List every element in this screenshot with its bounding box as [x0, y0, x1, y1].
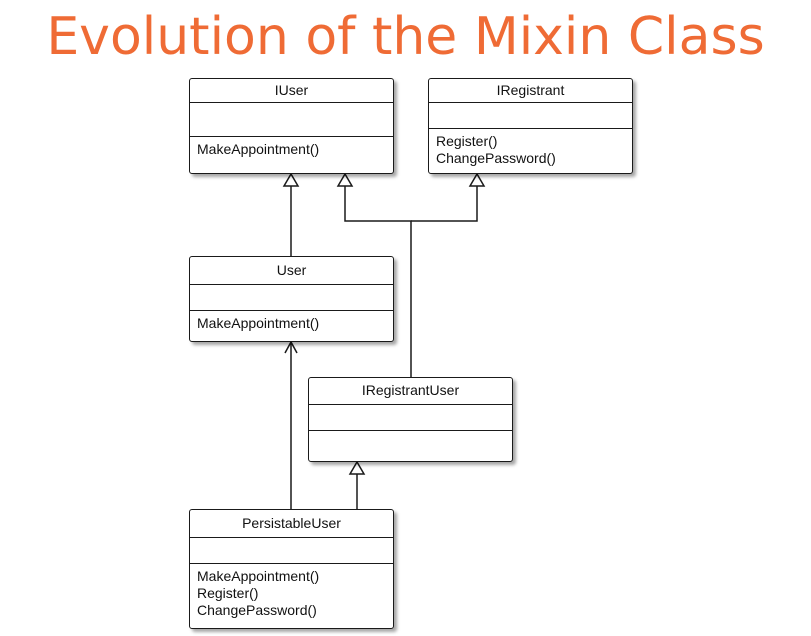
class-operations: MakeAppointment() — [190, 137, 393, 158]
iregistrantuser-generalization-iuser — [344, 186, 412, 377]
diagram-title: Evolution of the Mixin Class — [46, 7, 765, 67]
class-attributes — [190, 103, 393, 137]
class-attributes — [429, 103, 632, 129]
operation-item: MakeAppointment() — [197, 568, 320, 584]
class-name: PersistableUser — [190, 510, 393, 538]
class-attributes — [190, 538, 393, 564]
class-operations: MakeAppointment() — [190, 311, 393, 332]
iregistrant-inheritance-arrowhead — [468, 172, 486, 187]
class-iuser[interactable]: IUser MakeAppointment() — [189, 78, 394, 174]
class-operations — [309, 431, 512, 435]
iuser-inheritance-arrowhead-right — [336, 172, 354, 187]
class-attributes — [190, 285, 393, 311]
class-operations: Register() ChangePassword() — [429, 129, 632, 167]
class-name: IRegistrant — [429, 79, 632, 103]
operation-item: MakeAppointment() — [197, 315, 320, 331]
class-operations: MakeAppointment() Register() ChangePassw… — [190, 564, 393, 619]
operation-item: ChangePassword() — [436, 150, 556, 166]
iregistrantuser-generalization-iregistrant — [411, 186, 478, 222]
class-name: IUser — [190, 79, 393, 103]
class-iregistrantuser[interactable]: IRegistrantUser — [308, 377, 513, 462]
iuser-inheritance-arrowhead-left — [282, 172, 300, 187]
class-iregistrant[interactable]: IRegistrant Register() ChangePassword() — [428, 78, 633, 174]
user-open-arrowhead — [284, 340, 298, 354]
class-attributes — [309, 405, 512, 431]
operation-item: Register() — [436, 133, 498, 149]
operation-item: Register() — [197, 585, 259, 601]
class-name: IRegistrantUser — [309, 378, 512, 405]
iregistrantuser-inheritance-arrowhead — [348, 460, 366, 475]
class-persistableuser[interactable]: PersistableUser MakeAppointment() Regist… — [189, 509, 394, 629]
class-name: User — [190, 257, 393, 285]
class-user[interactable]: User MakeAppointment() — [189, 256, 394, 342]
operation-item: ChangePassword() — [197, 602, 317, 618]
operation-item: MakeAppointment() — [197, 141, 320, 157]
